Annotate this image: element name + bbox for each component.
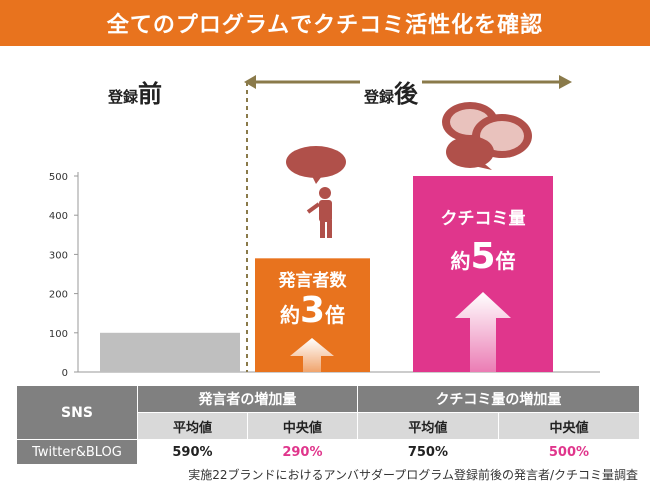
arrow-right-head-icon <box>559 75 572 89</box>
y-tick-label: 400 <box>49 211 68 222</box>
arrow-left-head-icon <box>244 75 256 89</box>
stats-table: SNS 発言者の増加量 クチコミ量の増加量 平均値 中央値 平均値 中央値 Tw… <box>16 385 641 465</box>
pink-bar-multiplier: 約5倍 <box>413 236 553 277</box>
orange-bar-multiplier: 約3倍 <box>255 290 370 331</box>
y-tick-label: 100 <box>49 329 68 340</box>
table-cell: 750% <box>356 439 499 465</box>
group-header-volume: クチコミ量の増加量 <box>356 385 641 413</box>
pink-mult-prefix: 約 <box>450 249 471 273</box>
y-tick-label: 200 <box>49 290 68 301</box>
after-suffix: 後 <box>394 80 419 108</box>
pink-bar-label: クチコミ量 <box>440 209 526 229</box>
after-prefix: 登録 <box>364 88 395 106</box>
up-arrow-icon <box>455 292 511 372</box>
title-banner: 全てのプログラムでクチコミ活性化を確認 <box>0 0 650 46</box>
footnote: 実施22ブランドにおけるアンバサダープログラム登録前後の発言者/クチコミ量調査 <box>188 468 638 482</box>
table-cell: 500% <box>497 439 641 465</box>
before-prefix: 登録 <box>108 88 139 106</box>
up-arrow-icon <box>290 338 334 372</box>
orange-mult-num: 3 <box>299 290 326 331</box>
pink-mult-suffix: 倍 <box>495 249 516 273</box>
decorations <box>244 75 572 372</box>
sub-header: 平均値 <box>137 412 248 440</box>
sub-header: 中央値 <box>246 412 358 440</box>
orange-bar-label: 発言者数 <box>278 271 347 291</box>
orange-mult-prefix: 約 <box>279 303 300 327</box>
pink-mult-num: 5 <box>470 236 496 277</box>
orange-mult-suffix: 倍 <box>325 303 346 327</box>
before-label: 登録前 <box>108 74 162 109</box>
sub-header: 中央値 <box>497 412 641 440</box>
table-cell: 290% <box>246 439 358 465</box>
sub-header: 平均値 <box>356 412 499 440</box>
bar-before <box>100 332 240 372</box>
table-cell: 590% <box>137 439 248 465</box>
banner-title: 全てのプログラムでクチコミ活性化を確認 <box>106 13 544 38</box>
y-tick-label: 0 <box>62 368 68 379</box>
group-header-speakers: 発言者の増加量 <box>137 385 358 413</box>
speaker-person-icon <box>286 146 346 238</box>
table-row: Twitter&BLOG 590% 290% 750% 500% <box>16 439 641 465</box>
chat-bubbles-icon <box>442 102 532 170</box>
bars <box>100 176 553 372</box>
y-tick-label: 300 <box>49 250 68 261</box>
after-label: 登録後 <box>360 74 423 109</box>
sns-header: SNS <box>16 385 138 440</box>
row-label: Twitter&BLOG <box>16 439 138 465</box>
before-suffix: 前 <box>138 80 163 108</box>
y-tick-label: 500 <box>49 172 68 183</box>
